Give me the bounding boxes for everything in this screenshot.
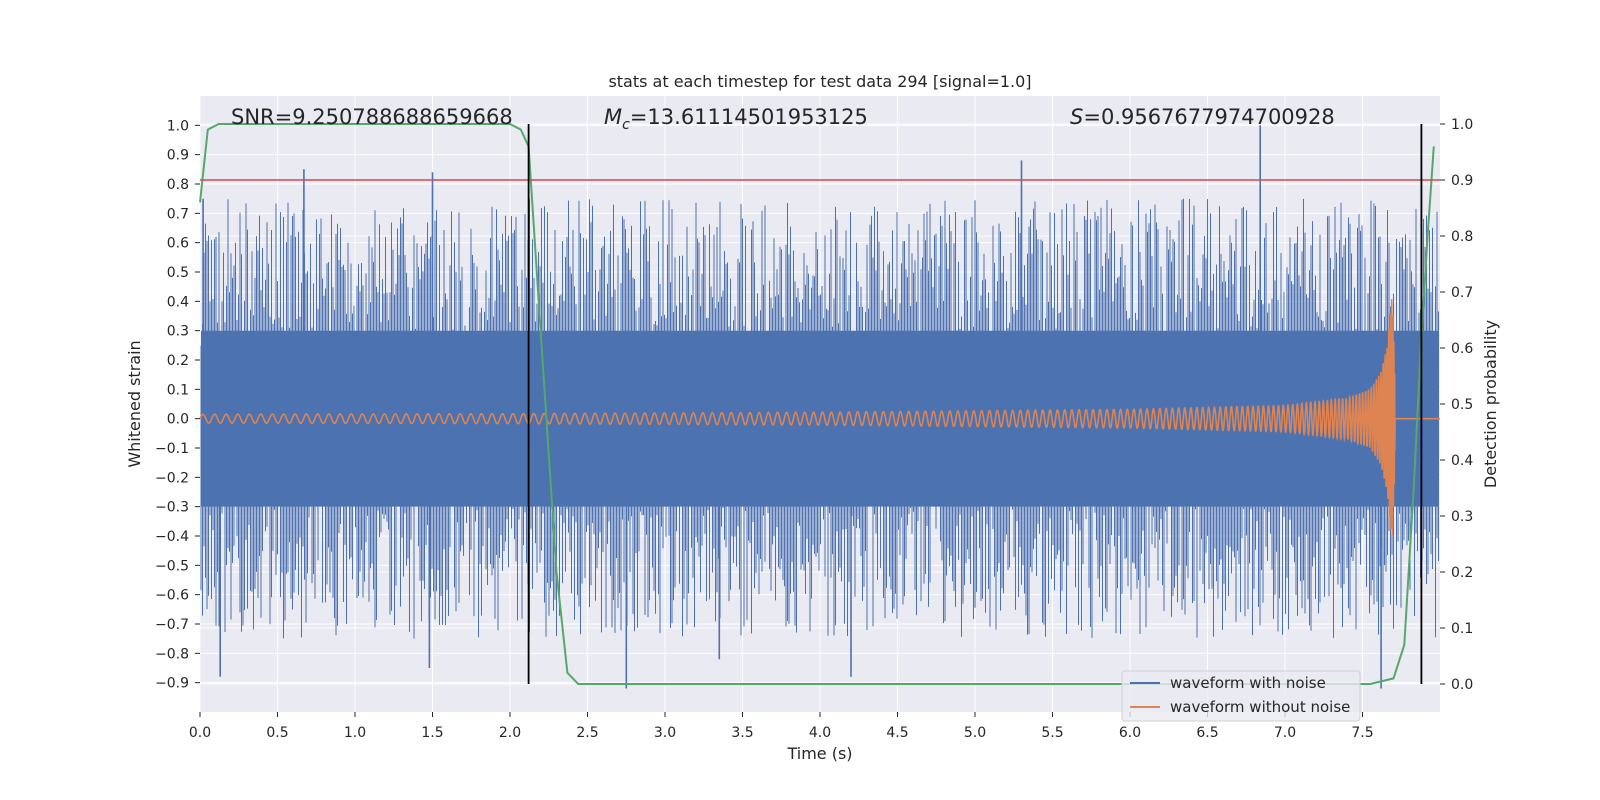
noise-spikes bbox=[200, 198, 1439, 639]
y2-tick-label: 0.5 bbox=[1451, 397, 1473, 413]
y-tick-label: −0.7 bbox=[155, 617, 189, 633]
y-tick-label: 0.9 bbox=[167, 148, 189, 164]
s-symbol: S bbox=[1070, 105, 1083, 129]
vertical-markers bbox=[527, 124, 1423, 684]
y-tick-label: −0.4 bbox=[155, 529, 189, 545]
y2-tick-label: 0.8 bbox=[1451, 229, 1473, 245]
y2-tick-label: 0.9 bbox=[1451, 173, 1473, 189]
probability-line bbox=[199, 123, 1435, 685]
x-tick-label: 7.0 bbox=[1274, 725, 1296, 741]
legend-label-signal: waveform without noise bbox=[1170, 698, 1350, 716]
annotation-mc: Mc=13.61114501953125 bbox=[604, 105, 868, 133]
x-tick-label: 0.0 bbox=[189, 725, 211, 741]
y-tick-label: 0.3 bbox=[167, 324, 189, 340]
y-tick-label: 0.6 bbox=[167, 236, 189, 252]
x-tick-label: 6.5 bbox=[1196, 725, 1218, 741]
signal-line bbox=[199, 299, 1440, 535]
x-tick-label: 6.0 bbox=[1119, 725, 1141, 741]
x-tick-label: 5.0 bbox=[964, 725, 986, 741]
chart-title: stats at each timestep for test data 294… bbox=[608, 72, 1031, 91]
legend-label-noise: waveform with noise bbox=[1170, 674, 1326, 692]
y-axis-label: Whitened strain bbox=[125, 340, 144, 467]
series-waveform-without-noise bbox=[199, 299, 1440, 535]
y-tick-label: 0.7 bbox=[167, 206, 189, 222]
y2-axis-label: Detection probability bbox=[1481, 320, 1500, 488]
y2-tick-label: 0.7 bbox=[1451, 285, 1473, 301]
series-detection-probability bbox=[199, 123, 1435, 685]
x-tick-label: 1.0 bbox=[344, 725, 366, 741]
x-tick-label: 1.5 bbox=[421, 725, 443, 741]
y-tick-label: 0.4 bbox=[167, 294, 189, 310]
y-tick-label: 1.0 bbox=[167, 118, 189, 134]
y-tick-label: −0.5 bbox=[155, 558, 189, 574]
y2-tick-label: 0.0 bbox=[1451, 677, 1473, 693]
x-tick-label: 4.0 bbox=[809, 725, 831, 741]
annotation-s: S=0.9567677974700928 bbox=[1070, 105, 1335, 129]
x-tick-label: 4.5 bbox=[886, 725, 908, 741]
legend-box bbox=[1121, 670, 1361, 722]
y-tick-label: −0.2 bbox=[155, 470, 189, 486]
y-tick-label: −0.8 bbox=[155, 646, 189, 662]
x-tick-label: 2.0 bbox=[499, 725, 521, 741]
y2-tick-label: 0.2 bbox=[1451, 565, 1473, 581]
mc-value: =13.61114501953125 bbox=[630, 105, 868, 129]
y-tick-label: 0.5 bbox=[167, 265, 189, 281]
x-tick-label: 2.5 bbox=[576, 725, 598, 741]
x-tick-label: 3.0 bbox=[654, 725, 676, 741]
x-tick-label: 0.5 bbox=[266, 725, 288, 741]
y-tick-label: −0.1 bbox=[155, 441, 189, 457]
y-tick-label: −0.9 bbox=[155, 676, 189, 692]
s-value: =0.9567677974700928 bbox=[1083, 105, 1334, 129]
legend: waveform with noise waveform without noi… bbox=[1121, 670, 1361, 722]
y-tick-label: −0.6 bbox=[155, 588, 189, 604]
y-tick-label: −0.3 bbox=[155, 500, 189, 516]
x-tick-label: 3.5 bbox=[731, 725, 753, 741]
y-tick-label: 0.1 bbox=[167, 382, 189, 398]
x-tick-label: 5.5 bbox=[1041, 725, 1063, 741]
mc-symbol: M bbox=[604, 105, 622, 129]
y2-axis-ticks: 1.0 0.9 0.8 0.7 0.6 0.5 0.4 0.3 0.2 0.1 0.0 bbox=[1440, 117, 1473, 693]
annotation-snr: SNR=9.250788688659668 bbox=[231, 105, 513, 129]
y-tick-label: 0.8 bbox=[167, 177, 189, 193]
mc-subscript: c bbox=[622, 117, 630, 133]
y2-tick-label: 0.3 bbox=[1451, 509, 1473, 525]
x-tick-label: 7.5 bbox=[1351, 725, 1373, 741]
y2-tick-label: 1.0 bbox=[1451, 117, 1473, 133]
y2-tick-label: 0.4 bbox=[1451, 453, 1473, 469]
x-axis-label: Time (s) bbox=[786, 744, 852, 763]
y2-tick-label: 0.6 bbox=[1451, 341, 1473, 357]
y-tick-label: 0.2 bbox=[167, 353, 189, 369]
y-axis-ticks: 1.0 0.9 0.8 0.7 0.6 0.5 0.4 0.3 0.2 0.1 0.0 −0.1 −0.… bbox=[155, 118, 200, 692]
x-axis-ticks: 0.0 0.5 1.0 1.5 2.0 2.5 3.0 3.5 4.0 4.5 5.0 5.5 6.0 6… bbox=[189, 712, 1374, 741]
y2-tick-label: 0.1 bbox=[1451, 621, 1473, 637]
y-tick-label: 0.0 bbox=[167, 412, 189, 428]
